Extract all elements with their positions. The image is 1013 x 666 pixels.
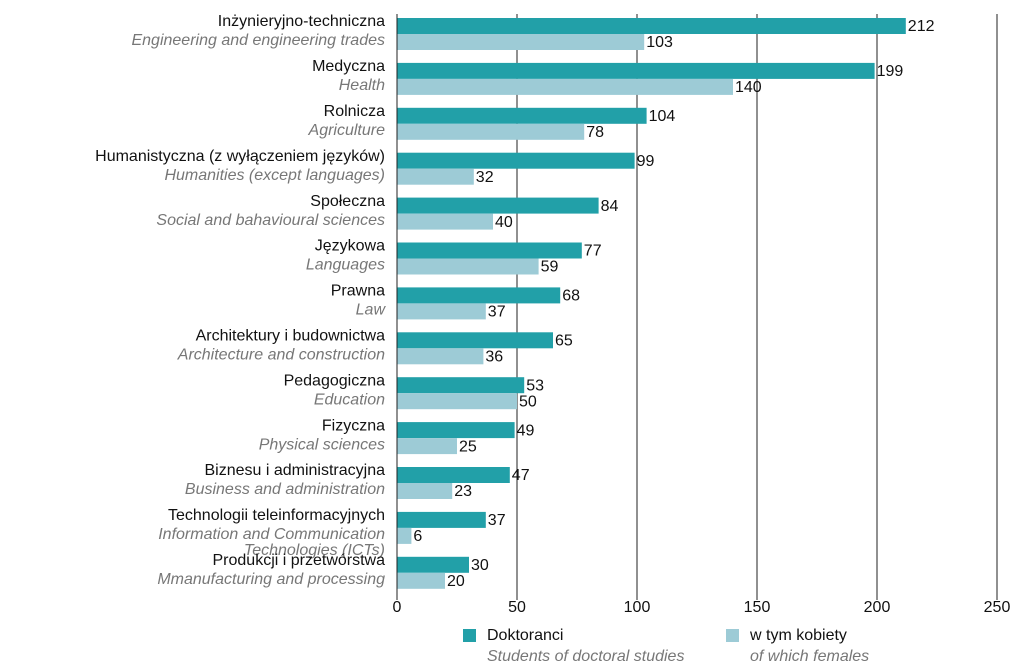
category-label: Rolnicza — [324, 103, 385, 120]
category-label: Technologii teleinformacyjnych — [168, 507, 385, 524]
legend-label: w tym kobiety — [749, 627, 847, 644]
value-label: 37 — [488, 304, 506, 321]
bar — [397, 242, 582, 259]
bar — [397, 348, 484, 365]
category-label-en: Engineering and engineering trades — [131, 32, 385, 49]
bar — [397, 467, 510, 483]
legend-label-en: Students of doctoral studies — [487, 648, 684, 665]
bar — [397, 572, 445, 589]
x-tick-label: 250 — [984, 599, 1011, 616]
category-label: Produkcji i przetwórstwa — [213, 552, 386, 569]
value-label: 25 — [459, 438, 477, 455]
category-label-en: Health — [339, 77, 385, 94]
bar — [397, 78, 733, 95]
category-label-en: Social and bahavioural sciences — [156, 212, 385, 229]
bar — [397, 258, 539, 275]
value-label: 30 — [471, 557, 489, 574]
bar — [397, 152, 635, 169]
value-label: 212 — [908, 18, 935, 35]
bar — [397, 303, 486, 320]
category-label: Inżynieryjno-techniczna — [218, 13, 385, 30]
value-label: 23 — [454, 483, 472, 500]
legend-label-en: of which females — [750, 648, 869, 665]
bar — [397, 168, 474, 185]
value-label: 53 — [526, 377, 544, 394]
category-label-en: Law — [356, 302, 387, 319]
category-label-en: Agriculture — [308, 122, 386, 139]
value-label: 68 — [562, 288, 580, 305]
value-label: 40 — [495, 214, 513, 231]
category-label-en: Architecture and construction — [177, 347, 385, 364]
bar — [397, 123, 585, 140]
legend-swatch — [463, 629, 476, 642]
category-label-en: Humanities (except languages) — [164, 167, 385, 184]
value-label: 104 — [649, 108, 676, 125]
value-label: 37 — [488, 512, 506, 529]
bar — [397, 287, 561, 304]
bar — [397, 18, 906, 34]
bar — [397, 511, 486, 528]
bar — [397, 556, 469, 573]
category-label: Medyczna — [312, 58, 385, 75]
x-tick-label: 0 — [393, 599, 402, 616]
category-label-en: Physical sciences — [259, 436, 385, 453]
bar — [397, 438, 457, 455]
category-label-en: Languages — [306, 257, 385, 274]
value-label: 99 — [637, 153, 655, 170]
bar — [397, 422, 515, 439]
category-label-en: Education — [314, 391, 385, 408]
value-label: 36 — [485, 349, 503, 366]
value-label: 78 — [586, 124, 604, 141]
value-label: 49 — [517, 422, 535, 439]
value-label: 140 — [735, 79, 762, 96]
value-label: 6 — [413, 528, 422, 545]
legend-label: Doktoranci — [487, 627, 563, 644]
bar — [397, 107, 647, 124]
value-label: 199 — [877, 63, 904, 80]
category-label-en: Business and administration — [185, 481, 385, 498]
category-label-en: Mmanufacturing and processing — [157, 571, 385, 588]
x-tick-label: 200 — [864, 599, 891, 616]
bar — [397, 62, 875, 79]
bar — [397, 527, 412, 544]
bar — [397, 483, 453, 499]
legend-swatch — [726, 629, 739, 642]
bar — [397, 197, 599, 214]
category-label: Pedagogiczna — [284, 372, 386, 389]
value-label: 50 — [519, 393, 537, 410]
category-label: Prawna — [331, 283, 385, 300]
category-label: Społeczna — [310, 193, 385, 210]
bar — [397, 213, 493, 230]
x-tick-label: 100 — [624, 599, 651, 616]
category-label: Językowa — [315, 238, 385, 255]
bar — [397, 34, 645, 50]
value-label: 20 — [447, 573, 465, 590]
category-label-en: Information and Communication Technologie… — [158, 526, 385, 559]
bar — [397, 377, 525, 394]
category-label: Fizyczna — [322, 417, 385, 434]
value-label: 47 — [512, 467, 530, 484]
bar — [397, 332, 553, 349]
category-label: Architektury i budownictwa — [196, 328, 386, 345]
value-label: 103 — [646, 34, 673, 51]
category-label: Humanistyczna (z wyłączeniem języków) — [95, 148, 385, 165]
value-label: 84 — [601, 198, 619, 215]
value-label: 65 — [555, 333, 573, 350]
x-tick-label: 50 — [508, 599, 526, 616]
category-label: Biznesu i administracyjna — [204, 462, 385, 479]
value-label: 77 — [584, 243, 602, 260]
x-tick-label: 150 — [744, 599, 771, 616]
bar — [397, 393, 517, 410]
value-label: 32 — [476, 169, 494, 186]
value-label: 59 — [541, 259, 559, 276]
